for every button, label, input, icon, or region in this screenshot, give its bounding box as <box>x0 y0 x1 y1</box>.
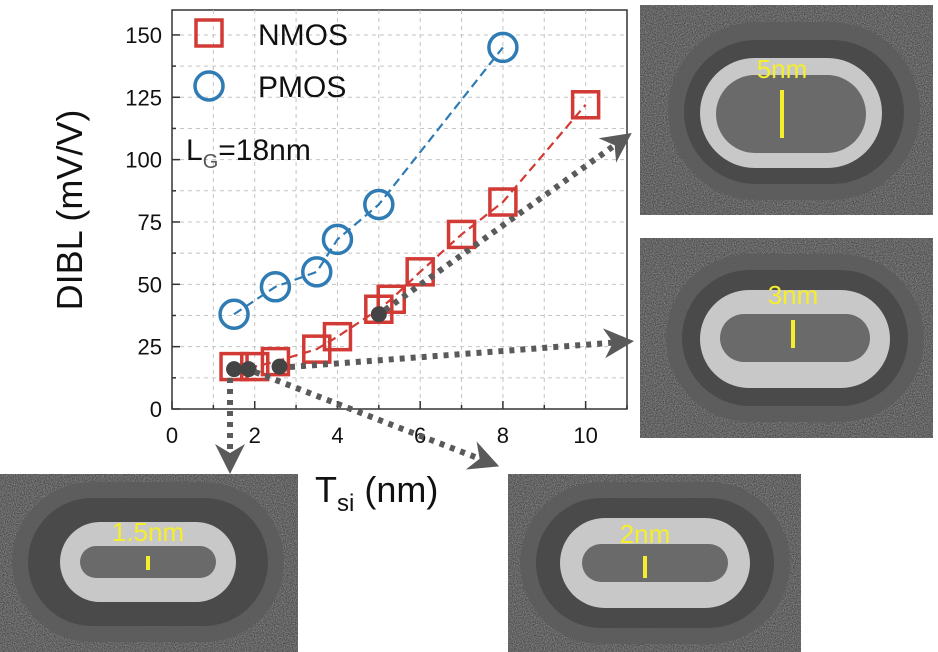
tem-label-3nm: 3nm <box>768 280 819 310</box>
tem-sample-point <box>271 358 288 375</box>
x-tick-label: 10 <box>573 423 597 448</box>
y-tick-label: 0 <box>150 397 162 422</box>
x-axis-title-sub: si <box>337 490 354 517</box>
tem-sample-point <box>226 361 243 378</box>
arrow-to-3nm <box>289 328 634 370</box>
arrow-to-5nm <box>383 133 632 313</box>
gate-length-rest: =18nm <box>218 134 311 167</box>
tem-image-1p5nm: 1.5nm <box>0 474 298 652</box>
gate-length-sub: G <box>203 151 219 173</box>
nmos-point <box>488 187 518 217</box>
tem-image-3nm: 3nm <box>640 238 933 438</box>
tem-sample-point <box>370 306 387 323</box>
legend-pmos-label: PMOS <box>258 71 346 104</box>
y-axis-title: DIBL (mV/V) <box>49 110 90 311</box>
y-tick-label: 25 <box>138 335 162 360</box>
legend-pmos-marker <box>193 70 225 102</box>
y-tick-label: 150 <box>125 23 162 48</box>
pmos-point <box>363 188 395 221</box>
y-tick-label: 125 <box>125 85 162 110</box>
pmos-point <box>259 271 292 303</box>
gate-length-main: L <box>186 134 203 167</box>
nmos-point <box>405 257 435 287</box>
tem-label-1p5nm: 1.5nm <box>112 517 184 547</box>
x-tick-label: 8 <box>497 423 509 448</box>
x-tick-label: 4 <box>331 423 343 448</box>
pmos-point <box>218 298 250 330</box>
tem-image-5nm: 5nm <box>640 5 933 215</box>
gate-length-annotation: LG=18nm <box>186 134 311 173</box>
y-tick-label: 100 <box>125 148 162 173</box>
pmos-point <box>487 31 519 64</box>
x-axis-title: Tsi (nm) <box>315 469 438 517</box>
x-tick-label: 0 <box>166 423 178 448</box>
arrow-to-2nm <box>253 369 500 470</box>
x-axis-title-main: T <box>315 469 337 510</box>
nmos-point <box>570 90 601 120</box>
tem-sample-point <box>240 361 257 378</box>
pmos-point <box>301 256 333 288</box>
y-tick-label: 50 <box>138 272 162 297</box>
legend: NMOS PMOS <box>193 18 348 104</box>
grid-lines <box>172 10 627 409</box>
pointer-arrows <box>215 133 634 474</box>
legend-nmos-marker <box>194 18 224 48</box>
nmos-point <box>446 219 477 250</box>
y-tick-label: 75 <box>138 210 162 235</box>
x-tick-label: 2 <box>249 423 261 448</box>
tem-label-5nm: 5nm <box>757 54 808 84</box>
nmos-point <box>376 284 406 315</box>
plot-frame <box>171 9 628 410</box>
tem-image-2nm: 2nm <box>508 474 801 652</box>
nmos-point <box>322 321 353 352</box>
pmos-point <box>321 223 354 256</box>
nmos-point <box>260 346 291 377</box>
pmos-trend-line <box>233 46 504 316</box>
legend-nmos-label: NMOS <box>258 19 348 52</box>
data-marks <box>218 31 601 382</box>
tem-label-2nm: 2nm <box>620 519 671 549</box>
x-axis-title-unit: (nm) <box>354 469 438 510</box>
